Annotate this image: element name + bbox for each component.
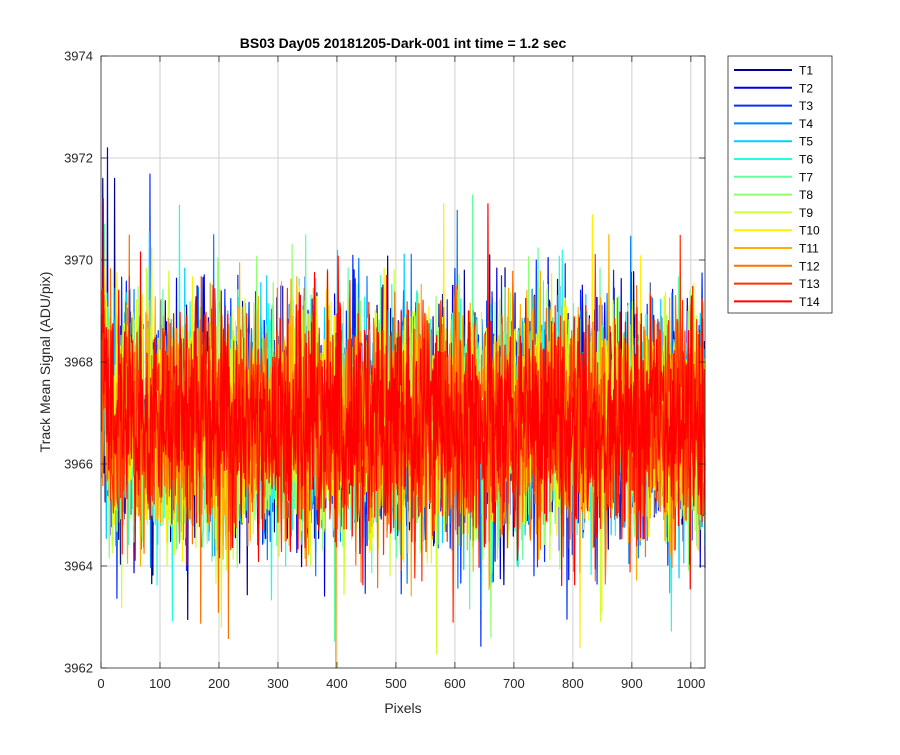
- legend-label-t10: T10: [799, 224, 820, 238]
- y-tick-label: 3966: [64, 457, 93, 472]
- legend-label-t7: T7: [799, 170, 813, 184]
- y-tick-label: 3962: [64, 661, 93, 676]
- chart-title: BS03 Day05 20181205-Dark-001 int time = …: [240, 35, 567, 51]
- series-lines: [100, 147, 706, 669]
- legend-label-t6: T6: [799, 153, 813, 167]
- y-tick-label: 3972: [64, 151, 93, 166]
- series-line-t14: [100, 198, 706, 590]
- x-tick-label: 800: [562, 676, 584, 691]
- legend-label-t12: T12: [799, 259, 820, 273]
- y-tick-label: 3970: [64, 253, 93, 268]
- x-tick-label: 500: [385, 676, 407, 691]
- series-line-t13: [100, 234, 706, 623]
- legend: T1 T2 T3 T4 T5 T6 T7 T8 T9 T10 T11 T12 T13 T14: [727, 55, 833, 314]
- legend-label-t4: T4: [799, 117, 813, 131]
- legend-label-t8: T8: [799, 188, 813, 202]
- axis-ticks: 0 100 200 300 400 500 600 700 800 900 1000 3962 3964…: [64, 49, 705, 692]
- x-tick-label: 0: [97, 676, 104, 691]
- x-tick-label: 300: [267, 676, 289, 691]
- legend-label-t5: T5: [799, 135, 813, 149]
- x-axis-label: Pixels: [384, 700, 421, 716]
- legend-label-t3: T3: [799, 99, 813, 113]
- y-tick-label: 3964: [64, 559, 93, 574]
- y-axis-label: Track Mean Signal (ADU/pix): [37, 272, 53, 453]
- legend-label-t14: T14: [799, 295, 820, 309]
- x-tick-label: 200: [208, 676, 230, 691]
- y-tick-label: 3968: [64, 355, 93, 370]
- x-tick-label: 400: [326, 676, 348, 691]
- legend-label-t9: T9: [799, 206, 813, 220]
- x-tick-label: 600: [444, 676, 466, 691]
- x-tick-label: 900: [621, 676, 643, 691]
- legend-label-t13: T13: [799, 277, 820, 291]
- x-tick-label: 700: [503, 676, 525, 691]
- x-tick-label: 1000: [676, 676, 705, 691]
- legend-label-t11: T11: [799, 242, 819, 256]
- legend-label-t2: T2: [799, 81, 813, 95]
- legend-label-t1: T1: [799, 64, 813, 78]
- y-tick-label: 3974: [64, 49, 93, 64]
- legend-box: [727, 55, 833, 314]
- x-tick-label: 100: [149, 676, 171, 691]
